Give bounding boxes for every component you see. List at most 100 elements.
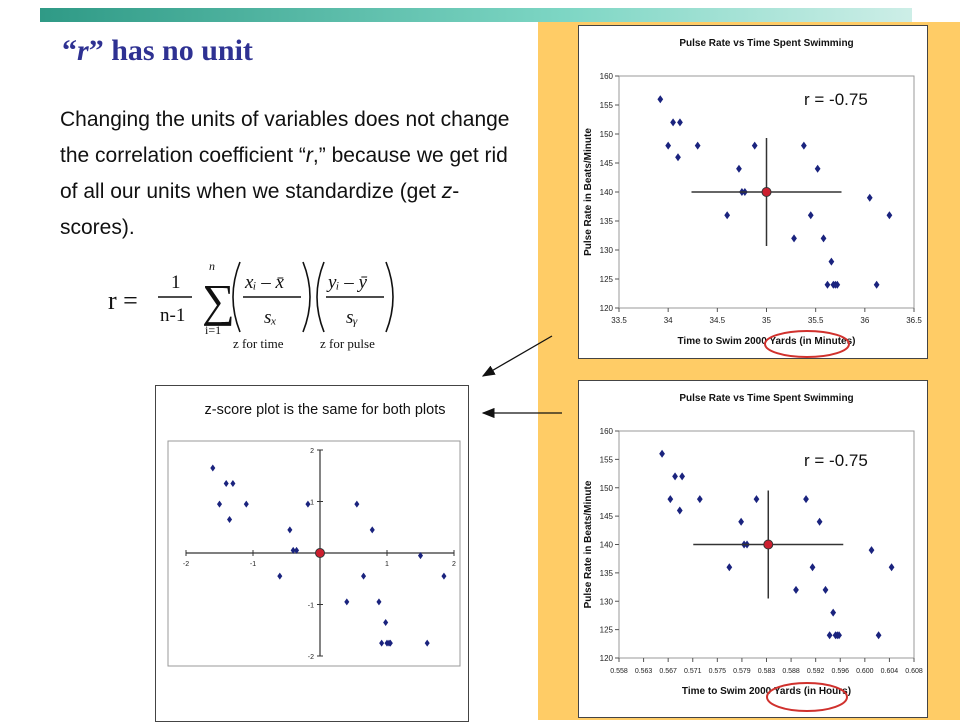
x-term-denominator: sₓ bbox=[264, 307, 277, 328]
zscore-data-point bbox=[287, 526, 293, 534]
zscore-data-point bbox=[210, 464, 216, 472]
hours-chart-xtick-label: 0.567 bbox=[659, 668, 677, 675]
hours-chart-xtick-label: 0.604 bbox=[881, 668, 899, 675]
zscore-data-point bbox=[230, 479, 236, 487]
arrow-from-top-chart bbox=[481, 335, 553, 377]
minutes-chart-ytick-label: 120 bbox=[600, 304, 614, 313]
zscore-data-point bbox=[277, 572, 283, 580]
zscore-mean-point bbox=[315, 548, 325, 558]
correlation-formula: r = 1 n-1 n ∑ i=1 xᵢ – x̄ sₓ yᵢ – ȳ sᵧ z… bbox=[108, 259, 394, 351]
minutes-chart-data-point bbox=[834, 280, 841, 289]
hours-chart-data-point bbox=[830, 608, 837, 617]
minutes-chart-ytick-label: 125 bbox=[600, 275, 614, 284]
hours-chart-data-point bbox=[875, 631, 882, 640]
zscore-caption: z-score plot is the same for both plots bbox=[204, 402, 446, 418]
hours-chart-ytick-label: 125 bbox=[600, 626, 614, 635]
minutes-chart-data-point bbox=[657, 95, 664, 104]
minutes-chart-data-point bbox=[724, 211, 731, 220]
zscore-data-point bbox=[227, 516, 233, 524]
hours-chart-ylabel: Pulse Rate in Beats/Minute bbox=[583, 480, 594, 608]
hours-chart-xtick-label: 0.588 bbox=[782, 668, 800, 675]
minutes-chart-ytick-label: 135 bbox=[600, 217, 614, 226]
zscore-data-point bbox=[294, 546, 300, 554]
zscore-data-point bbox=[387, 639, 393, 647]
minutes-chart-title: Pulse Rate vs Time Spent Swimming bbox=[679, 38, 853, 49]
minutes-chart-ytick-label: 140 bbox=[600, 188, 614, 197]
hours-chart-title: Pulse Rate vs Time Spent Swimming bbox=[679, 393, 853, 404]
hours-chart-ytick-label: 140 bbox=[600, 541, 614, 550]
zscore-data-point bbox=[354, 500, 360, 508]
hours-chart-data-point bbox=[888, 563, 895, 572]
minutes-chart-data-point bbox=[820, 234, 827, 243]
minutes-chart-ytick-label: 160 bbox=[600, 72, 614, 81]
minutes-chart-ytick-label: 145 bbox=[600, 159, 614, 168]
hours-chart-xtick-label: 0.575 bbox=[709, 668, 727, 675]
formula-denominator: n-1 bbox=[160, 305, 185, 326]
hours-chart-xtick-label: 0.571 bbox=[684, 668, 702, 675]
zscore-ytick-label: -2 bbox=[308, 654, 314, 661]
minutes-chart-data-point bbox=[824, 280, 831, 289]
hours-chart-mean-point bbox=[763, 539, 774, 550]
hours-chart-data-point bbox=[726, 563, 733, 572]
zscore-plot-area bbox=[167, 440, 461, 667]
hours-chart-xtick-label: 0.563 bbox=[635, 668, 653, 675]
scatter-chart-minutes: Pulse Rate vs Time Spent Swimming 120 125 1… bbox=[578, 25, 928, 359]
minutes-chart-ytick-label: 155 bbox=[600, 101, 614, 110]
y-term-denominator: sᵧ bbox=[346, 307, 358, 328]
hours-chart-xtick-label: 0.592 bbox=[807, 668, 825, 675]
hours-chart-data-point bbox=[809, 563, 816, 572]
hours-chart-xtick-label: 0.600 bbox=[856, 668, 874, 675]
hours-chart-xlabel: Time to Swim 2000 Yards (in Hours) bbox=[682, 686, 851, 697]
zscore-data-point bbox=[305, 500, 311, 508]
minutes-chart-data-point bbox=[675, 153, 681, 162]
minutes-chart-data-point bbox=[677, 118, 683, 127]
minutes-chart-data-point bbox=[736, 164, 742, 173]
hours-chart-xtick-label: 0.608 bbox=[905, 668, 923, 675]
hours-chart-ytick-label: 135 bbox=[600, 569, 614, 578]
hours-chart-data-point bbox=[803, 495, 809, 504]
minutes-chart-xtick-label: 36.5 bbox=[906, 316, 922, 325]
zscore-ytick-label: -1 bbox=[308, 603, 314, 610]
hours-chart-ytick-label: 160 bbox=[600, 427, 614, 436]
hours-chart-data-point bbox=[822, 585, 829, 594]
minutes-chart-xtick-label: 33.5 bbox=[611, 316, 627, 325]
minutes-chart-ytick-label: 150 bbox=[600, 130, 614, 139]
zscore-data-point bbox=[369, 526, 375, 534]
hours-chart-data-point bbox=[676, 506, 683, 515]
body-paragraph: Changing the units of variables does not… bbox=[60, 108, 510, 239]
x-term-numerator: xᵢ – x̄ bbox=[244, 272, 284, 293]
zscore-data-point bbox=[424, 639, 430, 647]
zscore-data-point bbox=[223, 479, 229, 487]
minutes-chart-xtick-label: 34 bbox=[664, 316, 673, 325]
slide-title: “r” has no unit bbox=[62, 34, 253, 67]
hours-chart-data-point bbox=[753, 495, 760, 504]
x-term-label: z for time bbox=[233, 336, 284, 351]
sum-top: n bbox=[209, 259, 215, 273]
y-term-label: z for pulse bbox=[320, 336, 375, 351]
minutes-chart-data-point bbox=[694, 141, 701, 150]
zscore-data-point bbox=[243, 500, 249, 508]
hours-chart-units-highlight bbox=[766, 682, 848, 712]
minutes-chart-data-point bbox=[791, 234, 797, 243]
minutes-chart-data-point bbox=[814, 164, 821, 173]
formula-lhs: r = bbox=[108, 286, 138, 315]
minutes-chart-xtick-label: 34.5 bbox=[710, 316, 726, 325]
title-accent-bar bbox=[40, 8, 912, 22]
zscore-chart: -2 -1 1 2 2 1 -1 -2 bbox=[155, 385, 469, 722]
zscore-data-point bbox=[290, 546, 296, 554]
zscore-data-point bbox=[361, 572, 367, 580]
zscore-data-point bbox=[417, 552, 424, 560]
scatter-chart-minutes-svg: Pulse Rate vs Time Spent Swimming 120 125 1… bbox=[583, 38, 922, 358]
scatter-chart-hours-svg: Pulse Rate vs Time Spent Swimming 120 125 1… bbox=[583, 393, 923, 712]
minutes-chart-data-point bbox=[670, 118, 676, 127]
r-value-label-bottom: r = -0.75 bbox=[802, 451, 870, 471]
minutes-chart-xtick-label: 35 bbox=[762, 316, 771, 325]
minutes-chart-xtick-label: 35.5 bbox=[808, 316, 824, 325]
zscore-xtick-label: -1 bbox=[250, 561, 256, 568]
minutes-chart-data-point bbox=[873, 280, 880, 289]
minutes-chart-units-highlight bbox=[764, 330, 850, 358]
sum-bottom: i=1 bbox=[205, 323, 221, 337]
minutes-chart-ylabel: Pulse Rate in Beats/Minute bbox=[583, 128, 594, 256]
formula-numerator: 1 bbox=[171, 272, 181, 293]
hours-chart-data-point bbox=[672, 472, 678, 481]
